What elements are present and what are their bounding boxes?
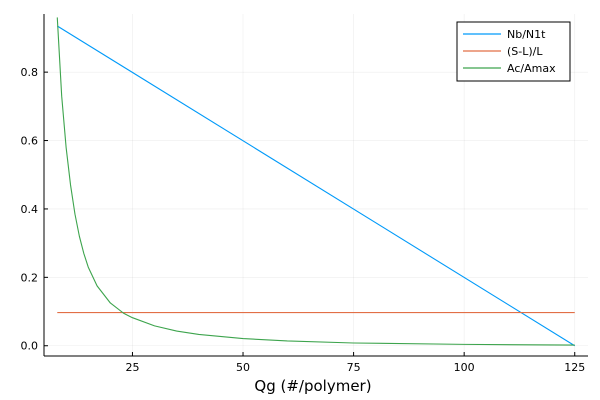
y-tick-label: 0.4 [21,203,39,216]
x-tick-label: 100 [454,361,475,374]
legend-label-s-l-l: (S-L)/L [507,45,543,58]
y-tick-label: 0.8 [21,66,39,79]
series-line-ac-amax [56,17,575,346]
tick-labels: 25 50 75 100 125 0.0 0.2 0.4 0.6 0.8 [21,66,586,374]
series-line-nb-n1t [56,25,576,347]
x-tick-label: 125 [564,361,585,374]
x-tick-label: 75 [347,361,361,374]
y-tick-label: 0.0 [21,340,39,353]
y-tick-label: 0.6 [21,135,39,148]
legend: Nb/N1t (S-L)/L Ac/Amax [456,21,571,82]
x-tick-label: 50 [236,361,250,374]
y-tick-label: 0.2 [21,271,39,284]
legend-label-nb-n1t: Nb/N1t [507,28,546,41]
x-tick-label: 25 [125,361,139,374]
axes [43,14,588,357]
x-axis-label: Qg (#/polymer) [254,377,371,395]
legend-label-ac-amax: Ac/Amax [507,62,556,75]
series-lines [56,17,576,347]
